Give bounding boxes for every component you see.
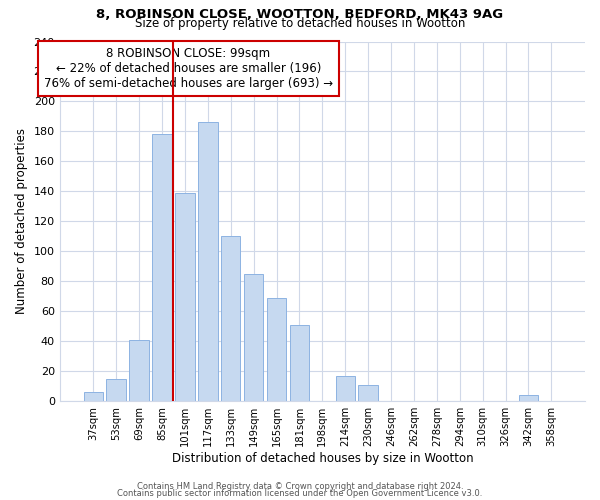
- Bar: [358, 384, 378, 401]
- Bar: [106, 378, 126, 401]
- Bar: [244, 274, 263, 401]
- Bar: [130, 340, 149, 401]
- Bar: [519, 395, 538, 401]
- Bar: [267, 298, 286, 401]
- Y-axis label: Number of detached properties: Number of detached properties: [15, 128, 28, 314]
- Text: Contains HM Land Registry data © Crown copyright and database right 2024.: Contains HM Land Registry data © Crown c…: [137, 482, 463, 491]
- Text: Contains public sector information licensed under the Open Government Licence v3: Contains public sector information licen…: [118, 489, 482, 498]
- Text: 8 ROBINSON CLOSE: 99sqm
← 22% of detached houses are smaller (196)
76% of semi-d: 8 ROBINSON CLOSE: 99sqm ← 22% of detache…: [44, 47, 333, 90]
- Bar: [83, 392, 103, 401]
- Bar: [335, 376, 355, 401]
- Bar: [198, 122, 218, 401]
- X-axis label: Distribution of detached houses by size in Wootton: Distribution of detached houses by size …: [172, 452, 473, 465]
- Text: 8, ROBINSON CLOSE, WOOTTON, BEDFORD, MK43 9AG: 8, ROBINSON CLOSE, WOOTTON, BEDFORD, MK4…: [97, 8, 503, 20]
- Bar: [290, 325, 309, 401]
- Bar: [221, 236, 241, 401]
- Bar: [175, 193, 194, 401]
- Text: Size of property relative to detached houses in Wootton: Size of property relative to detached ho…: [135, 18, 465, 30]
- Bar: [152, 134, 172, 401]
